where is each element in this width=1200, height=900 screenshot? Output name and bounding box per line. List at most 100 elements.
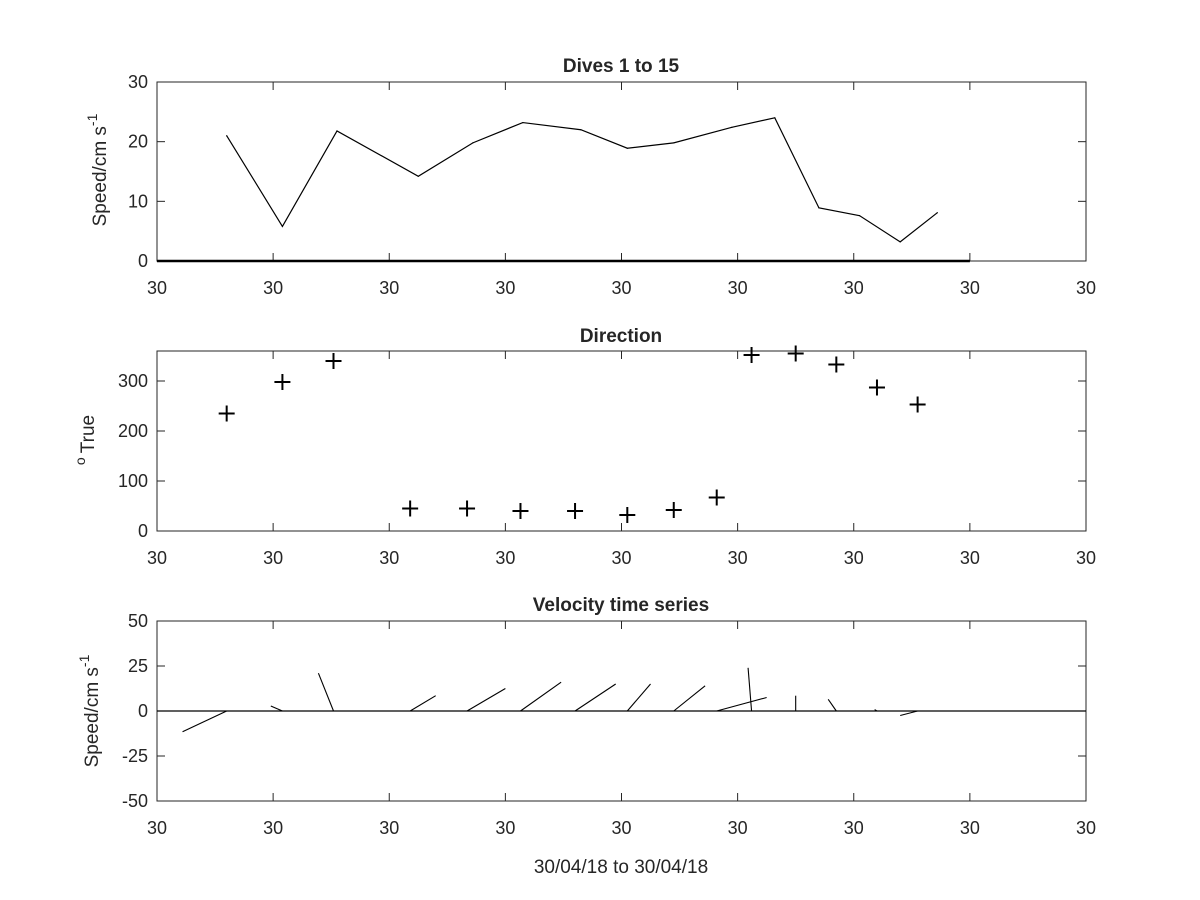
y-axis-label-superscript: -1	[84, 113, 100, 126]
speed-point	[858, 215, 861, 217]
x-tick-label: 30	[263, 548, 283, 568]
speed-point	[580, 129, 582, 131]
direction-marker	[567, 503, 584, 519]
panel-speed: Dives 1 to 15 Speed/cm s-1 30 30 30 30 30 30 3…	[84, 56, 1096, 298]
velocity-stick	[270, 705, 283, 712]
svg-text:Speed/cm s-1: Speed/cm s-1	[76, 654, 103, 767]
x-tick-label: 30	[495, 278, 515, 298]
y-tick-label: 0	[138, 251, 148, 271]
y-tick-label: 20	[128, 132, 148, 152]
speed-point	[626, 147, 628, 149]
direction-marker	[512, 503, 529, 519]
velocity-stick	[900, 710, 918, 717]
x-axis-label: 30/04/18 to 30/04/18	[534, 857, 708, 878]
y-tick-label: -25	[122, 746, 148, 766]
direction-marker	[828, 356, 845, 373]
direction-marker	[402, 500, 419, 517]
speed-point	[336, 130, 338, 132]
y-axis-label: Speed/cm s-1	[84, 113, 111, 226]
direction-marker	[743, 347, 760, 363]
speed-point	[226, 135, 228, 137]
y-axis-label-superscript: -1	[76, 654, 92, 667]
velocity-stick	[716, 696, 767, 712]
direction-marker	[459, 500, 476, 517]
velocity-stick	[673, 685, 706, 712]
x-tick-label: 30	[1076, 278, 1096, 298]
y-tick-label: -50	[122, 791, 148, 811]
svg-text:oTrue: o True	[72, 415, 99, 465]
speed-point	[818, 207, 820, 209]
velocity-stick	[409, 695, 436, 712]
velocity-stick	[466, 688, 506, 712]
y-tick-label: 30	[128, 72, 148, 92]
speed-point	[522, 121, 524, 124]
panel-direction: Direction o True 30 30 30 30 30 30 30 30 300 100 20…	[72, 326, 1096, 568]
x-tick-label: 30	[611, 278, 631, 298]
y-axis-label: Speed/cm s-1	[76, 654, 103, 767]
x-tick-label: 30	[1076, 548, 1096, 568]
velocity-stick	[182, 710, 227, 733]
x-tick-label: 30	[495, 548, 515, 568]
chart-title: Velocity time series	[533, 595, 709, 616]
speed-point	[731, 126, 733, 128]
speed-point	[936, 212, 938, 214]
y-tick-label: 50	[128, 611, 148, 631]
direction-marker	[274, 374, 291, 390]
velocity-stick	[626, 683, 651, 712]
velocity-stick	[874, 709, 878, 712]
x-tick-label: 30	[960, 278, 980, 298]
y-axis-label-text: Speed/cm s	[82, 667, 103, 767]
x-tick-label: 30	[379, 818, 399, 838]
y-tick-label: 0	[138, 521, 148, 541]
direction-marker	[909, 396, 926, 413]
speed-point	[417, 175, 419, 177]
panel-velocity: Velocity time series Speed/cm s-1 30/04/…	[76, 595, 1096, 878]
direction-marker	[787, 345, 804, 362]
speed-point	[774, 117, 776, 119]
speed-point	[472, 142, 474, 144]
x-tick-label: 30	[611, 548, 631, 568]
velocity-stick	[747, 667, 753, 712]
speed-point	[673, 142, 675, 144]
direction-marker	[868, 379, 885, 396]
y-tick-label: 200	[118, 421, 148, 441]
direction-marker	[708, 489, 725, 506]
x-tick-label: 30	[379, 548, 399, 568]
y-tick-label: 300	[118, 371, 148, 391]
velocity-stick	[520, 681, 562, 712]
x-tick-label: 30	[147, 818, 167, 838]
chart-title: Dives 1 to 15	[563, 56, 680, 77]
y-tick-label: 100	[118, 471, 148, 491]
direction-marker	[665, 502, 682, 518]
y-axis-label-superscript: o	[72, 457, 88, 465]
x-tick-label: 30	[147, 278, 167, 298]
x-tick-label: 30	[495, 818, 515, 838]
y-axis-label-text: True	[78, 415, 99, 453]
speed-point	[899, 241, 901, 243]
plot-area	[156, 81, 1087, 262]
x-tick-label: 30	[728, 818, 748, 838]
velocity-stick	[827, 698, 837, 712]
x-tick-label: 30	[263, 278, 283, 298]
velocity-stick	[317, 672, 335, 712]
direction-marker	[218, 405, 235, 422]
y-tick-label: 10	[128, 191, 148, 211]
x-tick-label: 30	[379, 278, 399, 298]
direction-marker	[619, 507, 636, 523]
y-axis-label-text: Speed/cm s	[90, 126, 111, 226]
x-tick-label: 30	[147, 548, 167, 568]
x-tick-label: 30	[960, 548, 980, 568]
direction-marker	[325, 353, 342, 369]
velocity-stick	[574, 683, 616, 712]
y-tick-label: 25	[128, 656, 148, 676]
x-tick-label: 30	[728, 548, 748, 568]
x-tick-label: 30	[1076, 818, 1096, 838]
chart-title: Direction	[580, 326, 662, 347]
y-axis-label: o True	[72, 415, 99, 465]
plot-area	[156, 350, 1087, 532]
svg-text:Speed/cm s-1: Speed/cm s-1	[84, 113, 111, 226]
y-tick-label: 0	[138, 701, 148, 721]
x-tick-label: 30	[611, 818, 631, 838]
x-tick-label: 30	[728, 278, 748, 298]
